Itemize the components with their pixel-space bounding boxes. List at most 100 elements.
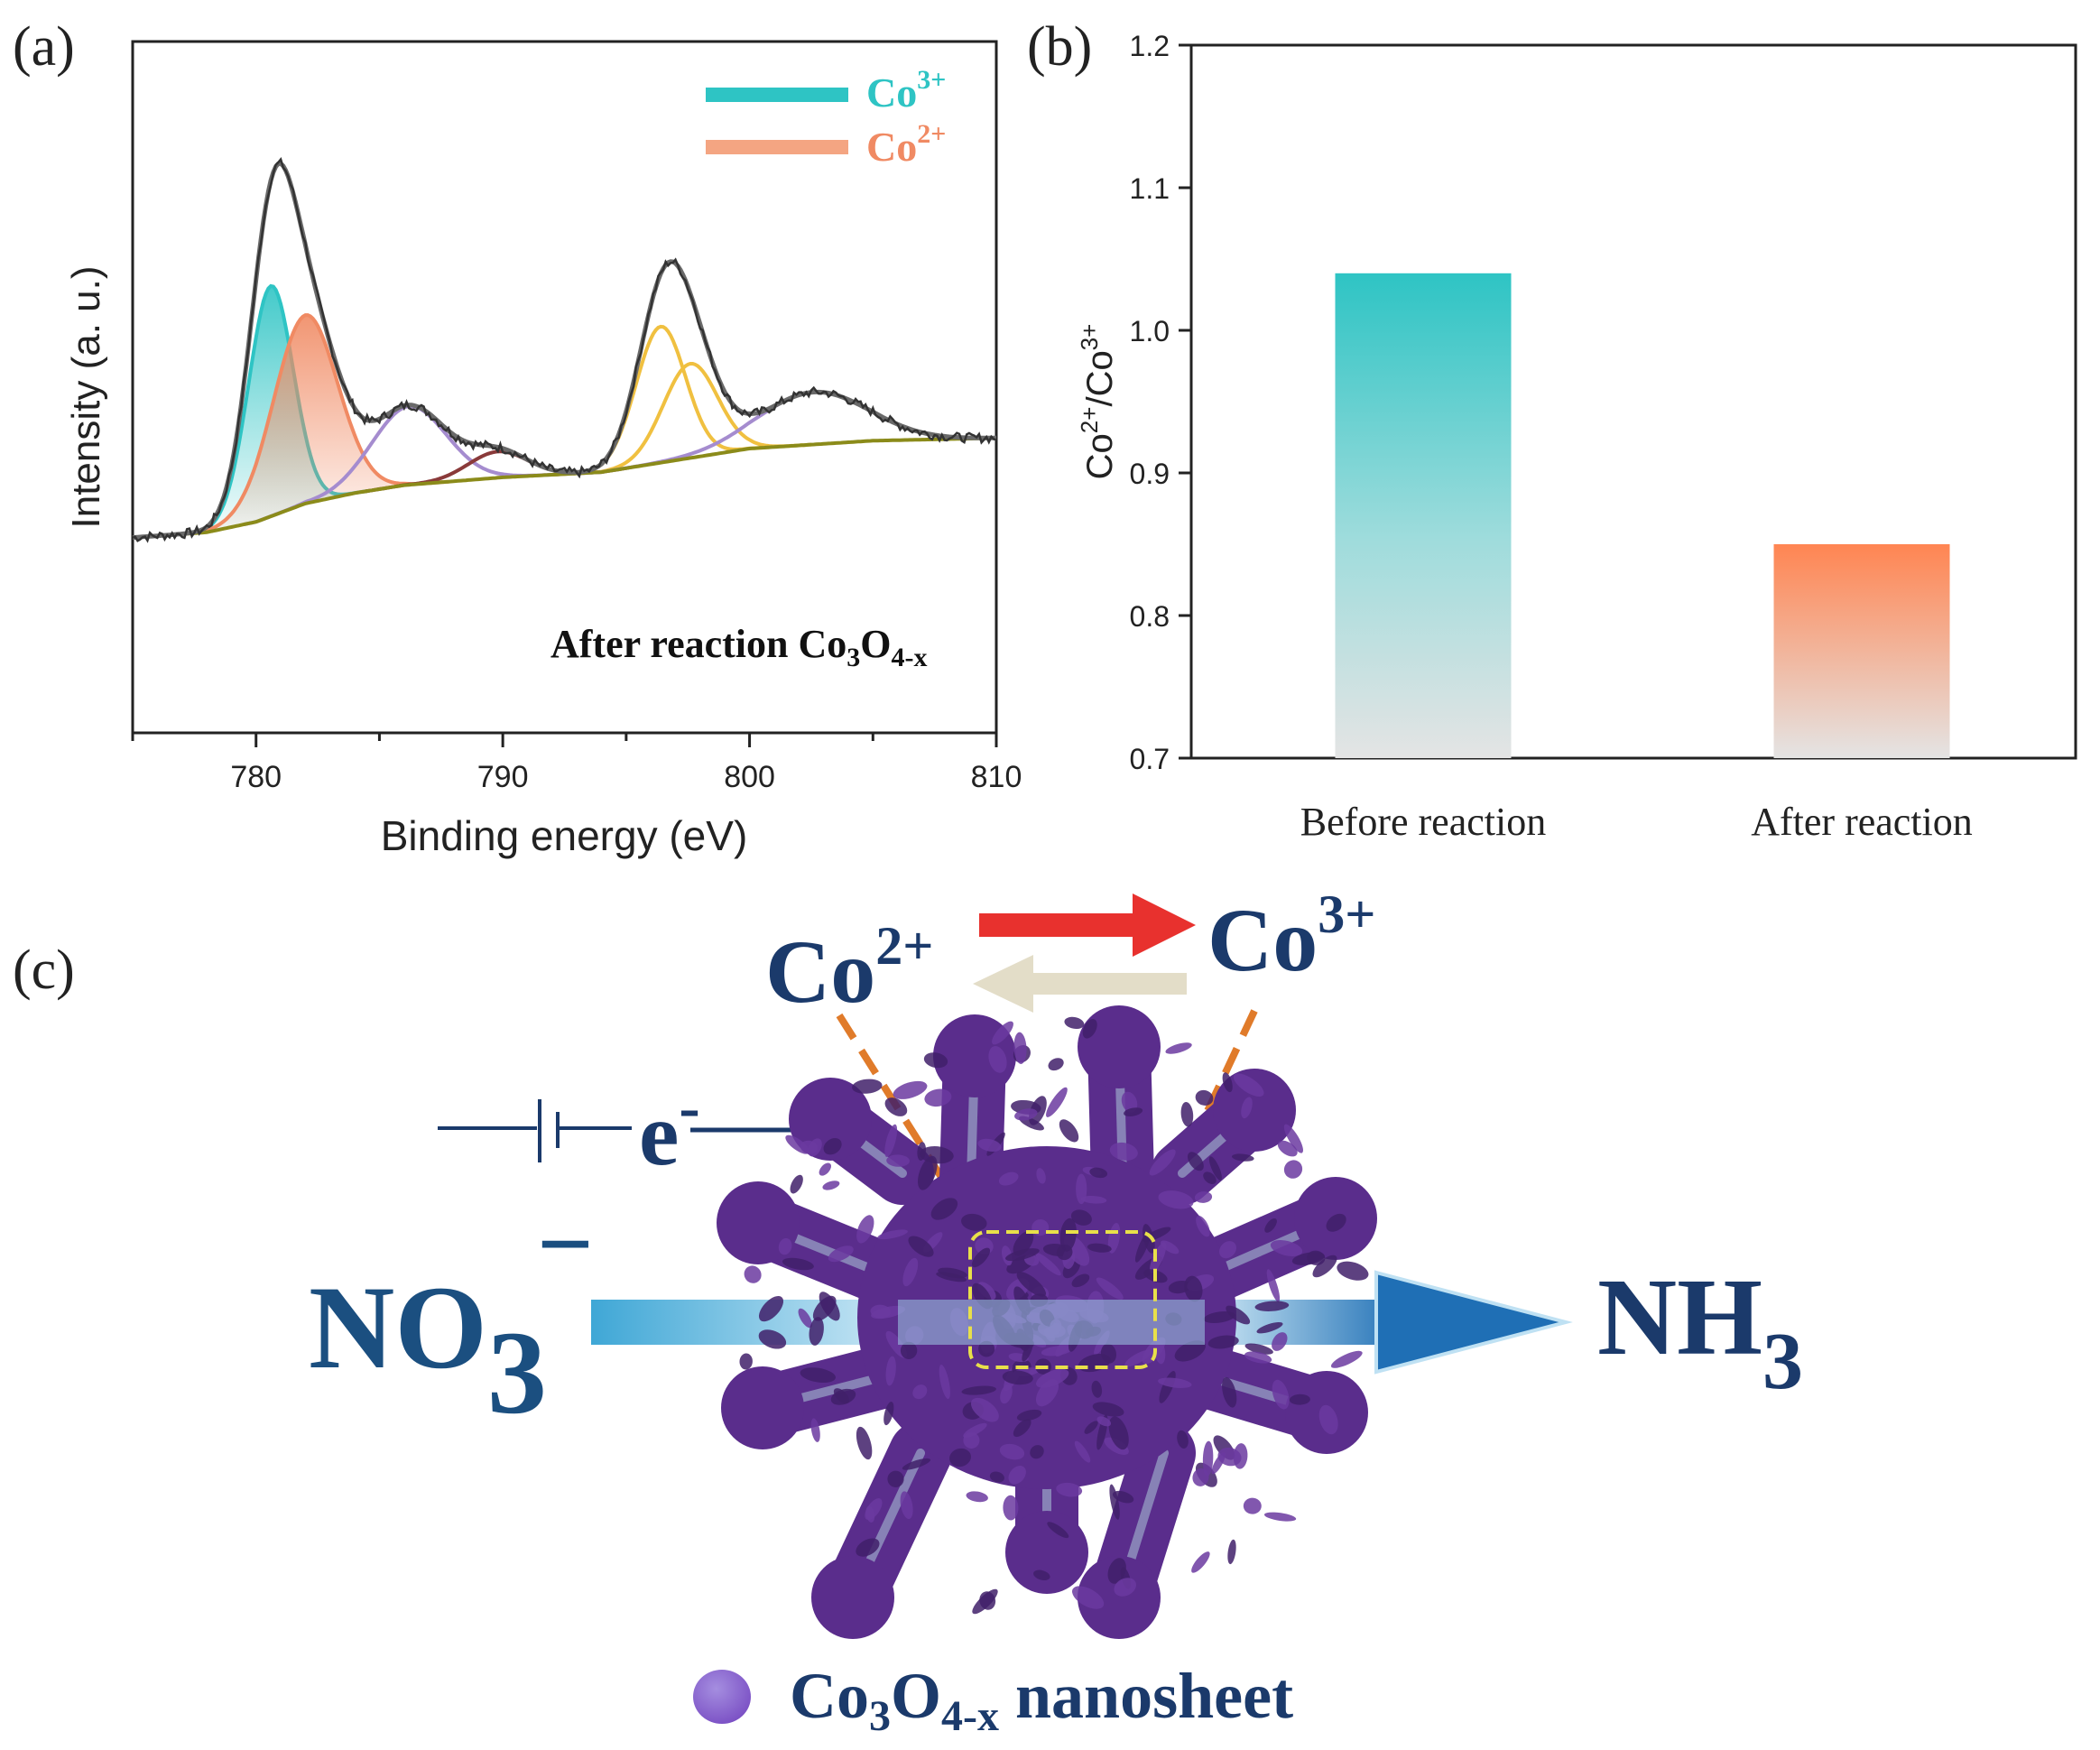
nanosheet-flake — [739, 1353, 753, 1370]
nanosheet-flake — [798, 1308, 812, 1329]
nanosheet-flake — [1087, 1243, 1112, 1253]
nanosheet-flake — [1036, 1168, 1046, 1184]
nanosheet-flake — [1207, 1335, 1239, 1349]
nanosheet-flake — [1082, 1019, 1097, 1039]
nanosheet-flake — [1003, 1495, 1019, 1521]
nanosheet-flake — [1076, 1173, 1087, 1205]
nanosheet-flake — [1071, 1586, 1105, 1609]
nanostructure-tip-4 — [717, 1181, 800, 1264]
oxidation-arrow — [979, 894, 1196, 957]
nanosheet-flake — [744, 1265, 762, 1283]
nanosheet-flake — [902, 1257, 919, 1287]
nanosheet-flake — [1005, 1248, 1040, 1262]
ylabel-s2: 3+ — [1076, 324, 1103, 351]
nanosheet-flake — [900, 1341, 918, 1359]
plot-frame-b — [1189, 43, 2077, 760]
nanosheet-flake — [1114, 1578, 1136, 1597]
nanosheet-flake — [923, 1052, 948, 1069]
nanosheet-flake — [1161, 1240, 1180, 1255]
panel-label-a: (a) — [13, 16, 75, 78]
nanosheet-flake — [1046, 1087, 1068, 1117]
nanosheet-flake — [819, 1162, 831, 1176]
x-tick-label-800: 800 — [724, 760, 775, 794]
nanosheet-flake — [1033, 1569, 1050, 1581]
nanosheet-legend-label: Co3O4-x nanosheet — [790, 1660, 1293, 1740]
y-tick-label-1.2: 1.2 — [1130, 30, 1170, 62]
nanosheet-flake — [1149, 1149, 1176, 1176]
nanosheet-flake — [1177, 1430, 1189, 1449]
nanosheet-flake — [989, 1471, 1004, 1483]
leg-a: Co — [790, 1660, 869, 1732]
nanostructure-tip-2 — [789, 1078, 872, 1161]
y-axis-ticks-b: 0.7 0.8 0.9 1.0 1.1 1.2 — [1130, 30, 1191, 775]
y-tick-label-1.1: 1.1 — [1130, 172, 1170, 205]
nanosheet-flake — [1191, 1551, 1210, 1573]
nanosheet-flake — [999, 1443, 1025, 1460]
legend-label-co2: Co2+ — [866, 119, 946, 170]
nanosheet-flake — [1196, 1215, 1210, 1237]
nanosheet-flake — [865, 1505, 875, 1523]
nanosheet-flake — [1047, 1522, 1069, 1539]
nanosheet-flake — [856, 1538, 880, 1557]
nanosheet-flake — [1013, 1032, 1027, 1064]
y-tick-label-0.7: 0.7 — [1130, 743, 1170, 775]
nanosheet-flake — [1272, 1379, 1290, 1410]
co2-base: Co — [765, 921, 875, 1022]
nanosheet-flake — [884, 1097, 908, 1116]
nanosheet-flake — [1048, 1058, 1064, 1071]
nanosheet-flake — [900, 1491, 913, 1520]
x-axis-ticks: 780 790 800 810 — [131, 733, 1022, 794]
nanosheet-flake — [1008, 1466, 1026, 1485]
panel-label-b: (b) — [1027, 16, 1092, 78]
category-label-1: After reaction — [1751, 800, 1973, 844]
nanostructure-tip-10 — [1005, 1511, 1088, 1594]
x-tick-label-780: 780 — [230, 760, 282, 794]
nanosheet-flake — [1158, 1377, 1192, 1388]
electron-base: e — [639, 1084, 679, 1184]
nanosheet-flake — [1312, 1255, 1337, 1278]
nanosheet-flake — [1180, 1101, 1194, 1127]
nanosheet-flake — [1194, 1191, 1213, 1203]
co3-sup: 3+ — [1318, 884, 1375, 944]
nanosheet-flake — [1154, 1339, 1166, 1365]
nanosheet-flake — [1291, 1252, 1325, 1265]
nanosheet-flake — [822, 1181, 840, 1190]
nanosheet-flake — [809, 1317, 824, 1346]
nanosheet-flake — [1243, 1497, 1262, 1514]
nanosheet-flake — [949, 1448, 971, 1468]
nanosheet-flake — [961, 1385, 996, 1395]
nanosheet-flake — [1013, 1419, 1031, 1438]
legend-co3-sup: 3+ — [917, 65, 946, 95]
nanosheet-flake — [912, 1384, 928, 1400]
ylabel-s1: 2+ — [1076, 407, 1103, 434]
nanostructure-tip-1 — [1078, 1005, 1161, 1088]
product-label: NH3 — [1597, 1256, 1803, 1406]
nanosheet-flake — [1070, 1209, 1092, 1226]
nanosheet-flake — [1254, 1301, 1290, 1311]
nanosheet-flake — [884, 1124, 898, 1158]
nanosheet-flake — [1124, 1107, 1143, 1116]
nanosheet-flake — [1318, 1404, 1338, 1435]
nanosheet-flake — [1233, 1073, 1264, 1097]
nanosheet-flake — [883, 1402, 894, 1426]
electron-sup: - — [679, 1073, 699, 1143]
nanosheet-flake — [930, 1198, 958, 1220]
nanosheet-flake — [1266, 1269, 1281, 1302]
nanosheet-flake — [902, 1458, 931, 1470]
nanosheet-flake — [1226, 1305, 1251, 1325]
nanosheet-flake — [1074, 1440, 1091, 1463]
nanosheet-flake — [1217, 1447, 1242, 1467]
mechanism-schematic: Co2+ Co3+ e- — [309, 884, 1803, 1740]
y-tick-label-1.0: 1.0 — [1130, 315, 1170, 347]
category-label-0: Before reaction — [1300, 800, 1546, 844]
plot-frame-a — [131, 40, 998, 735]
highlight-box — [968, 1230, 1157, 1369]
flow-arrow-center — [898, 1300, 1205, 1345]
nanosheet-flake — [971, 1247, 991, 1268]
nanosheet-flake — [939, 1364, 950, 1400]
panel-label-c: (c) — [13, 940, 75, 1001]
nanosheet-flake — [1337, 1261, 1369, 1281]
legend-co2-base: Co — [866, 124, 917, 170]
nanosheet-flake — [1158, 1190, 1194, 1209]
